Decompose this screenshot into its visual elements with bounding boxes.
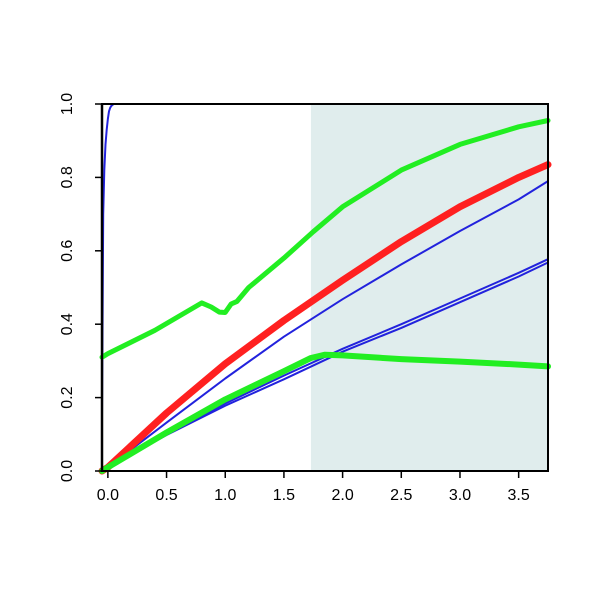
series-line-7: [99, 351, 551, 474]
y-tick-label: 0.4: [59, 313, 76, 335]
x-tick-label: 0.0: [97, 487, 119, 504]
x-tick-label: 2.5: [390, 487, 412, 504]
x-tick-label: 0.5: [155, 487, 177, 504]
x-tick-label: 1.5: [273, 487, 295, 504]
y-tick-label: 1.0: [59, 93, 76, 115]
x-tick-label: 2.0: [331, 487, 353, 504]
series-layer: [98, 103, 552, 475]
x-tick-label: 3.5: [508, 487, 530, 504]
y-tick-label: 0.6: [59, 240, 76, 262]
series-line-5: [98, 161, 552, 475]
x-axis: 0.0 0.5 1.0 1.5 2.0 2.5 3.0 3.5: [97, 471, 530, 504]
y-tick-label: 0.8: [59, 166, 76, 188]
y-tick-label: 0.0: [59, 460, 76, 482]
y-axis: 0.0 0.2 0.4 0.6 0.8 1.0: [59, 93, 102, 482]
y-tick-label: 0.2: [59, 386, 76, 408]
series-line-2: [101, 180, 549, 472]
x-tick-label: 3.0: [449, 487, 471, 504]
x-tick-label: 1.0: [214, 487, 236, 504]
shaded-region: [310, 104, 548, 471]
series-line-6: [99, 118, 551, 360]
